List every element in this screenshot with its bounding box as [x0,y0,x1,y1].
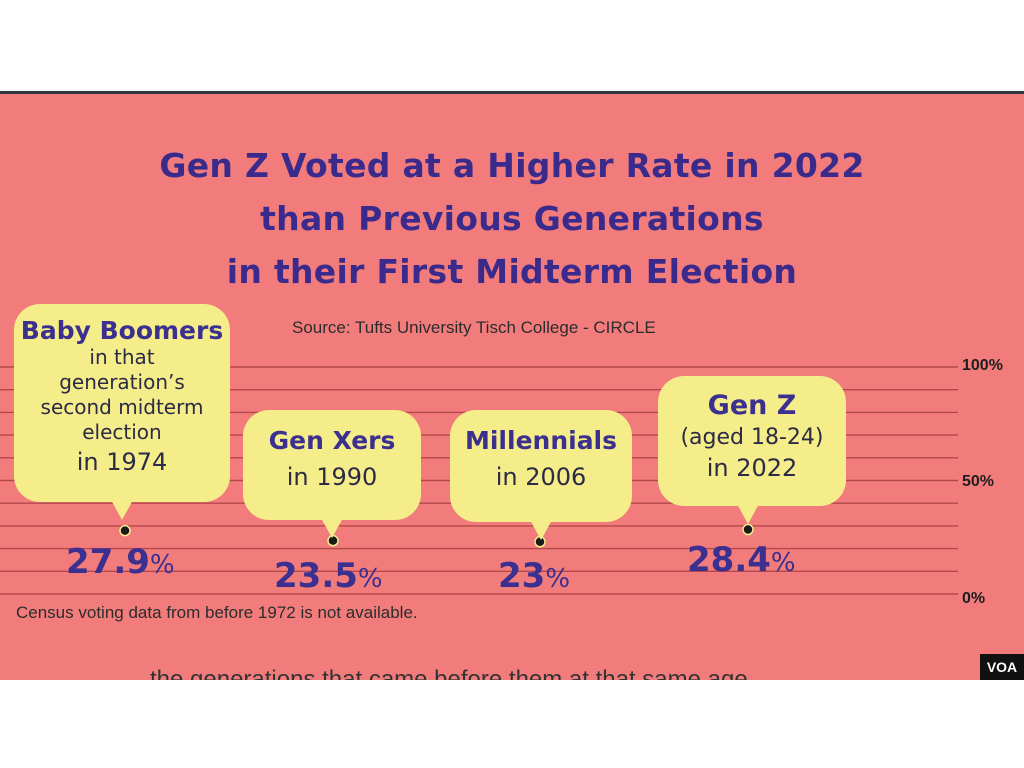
bubble-millennials: Millennials in 2006 [450,410,632,540]
bubble-year: in 2006 [495,463,587,491]
bubble-year: in 1974 [76,448,168,476]
value-label-gen-z: 28.4% [687,540,796,580]
bubble-line: election [82,420,162,444]
voa-logo: VOA [980,654,1024,680]
chart-footnote: Census voting data from before 1972 is n… [16,603,418,622]
bubble-heading: Gen Xers [268,426,396,455]
y-tick-100: 100% [962,357,1003,374]
value-label-gen-xers: 23.5% [274,556,383,596]
chart-title-line-1: Gen Z Voted at a Higher Rate in 2022 [159,146,865,185]
value-number: 23.5 [274,556,358,596]
bubble-baby-boomers: Baby Boomers in that generation’s second… [14,304,230,520]
bubble-heading: Baby Boomers [20,316,224,345]
chart-panel: Gen Z Voted at a Higher Rate in 2022 tha… [0,91,1024,680]
bubble-line: (aged 18-24) [680,425,824,450]
value-label-millennials: 23% [498,556,570,596]
video-caption: the generations that came before them at… [150,666,748,680]
bubble-tail [737,504,759,524]
bubble-line: in that [89,345,155,369]
bubble-heading: Gen Z [707,390,797,421]
chart-source: Source: Tufts University Tisch College -… [292,318,656,337]
bubble-heading: Millennials [464,426,618,455]
y-tick-0: 0% [962,590,986,607]
data-point [119,524,131,537]
bubble-year: in 2022 [706,454,798,482]
bubble-gen-z: Gen Z (aged 18-24) in 2022 [658,376,846,524]
bubble-line: second midterm [40,395,204,419]
bubble-year: in 1990 [286,463,378,491]
chart-title-line-3: in their First Midterm Election [226,252,798,291]
percent-sign: % [770,548,796,578]
value-label-baby-boomers: 27.9% [66,542,175,582]
percent-sign: % [545,564,571,594]
y-tick-50: 50% [962,473,995,490]
bubble-tail [321,518,343,538]
bubble-gen-xers: Gen Xers in 1990 [243,410,421,538]
percent-sign: % [357,564,383,594]
bubble-line: generation’s [59,370,185,394]
percent-sign: % [149,550,175,580]
bubble-tail [111,500,133,520]
data-point [742,523,754,536]
value-number: 28.4 [687,540,771,580]
value-number: 23 [498,556,546,596]
bubble-tail [530,520,552,540]
value-number: 27.9 [66,542,150,582]
chart-title-line-2: than Previous Generations [260,199,764,238]
